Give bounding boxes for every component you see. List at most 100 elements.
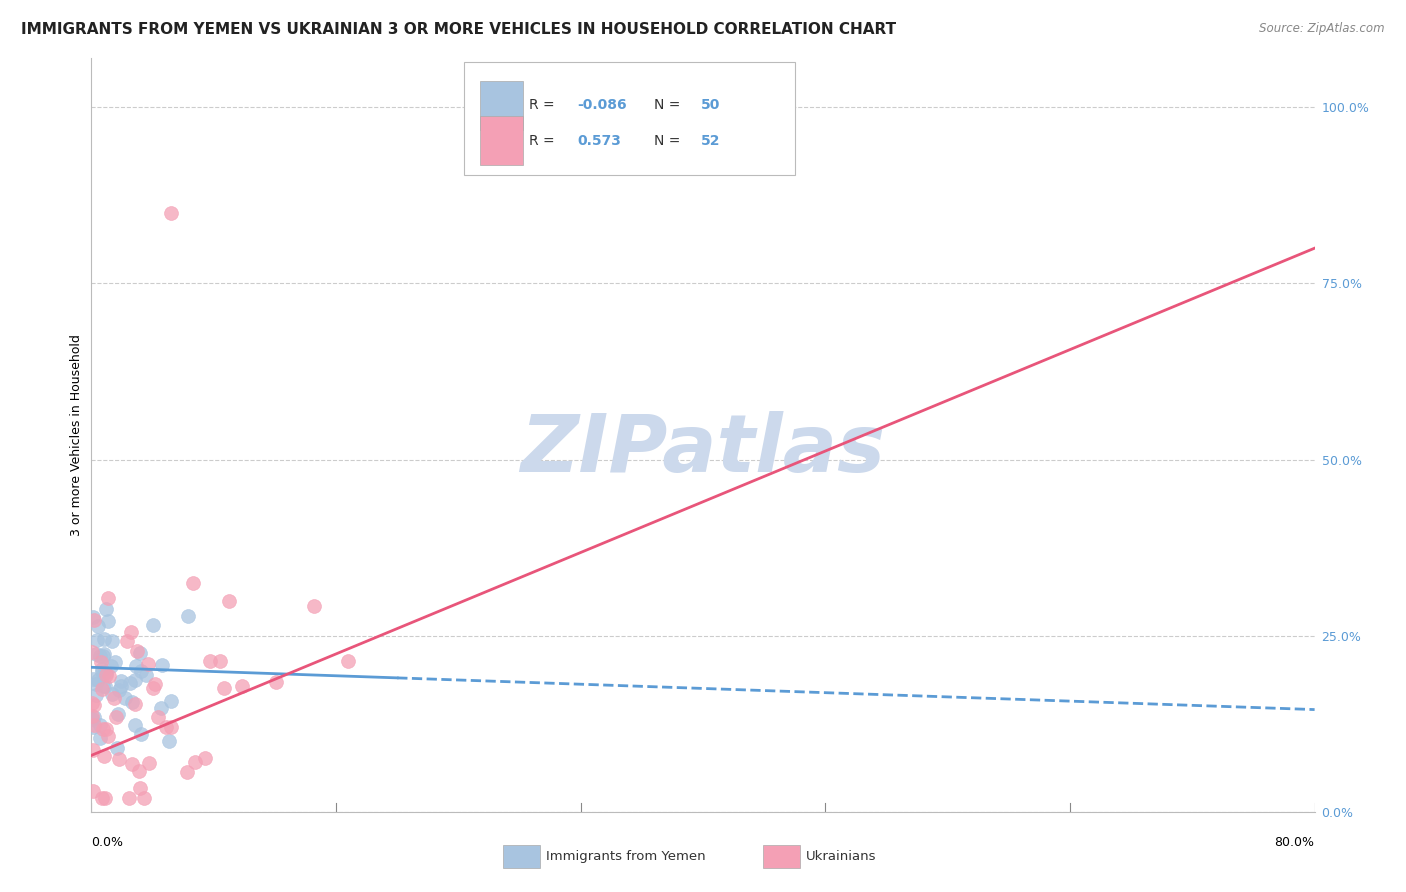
Point xyxy=(107,752,129,766)
Point xyxy=(100,658,122,673)
Point xyxy=(155,720,177,734)
Point xyxy=(94,679,117,693)
Point xyxy=(86,673,108,687)
Text: 50: 50 xyxy=(700,98,720,112)
Point xyxy=(145,677,167,691)
Point xyxy=(142,618,165,632)
Point xyxy=(104,655,127,669)
Text: N =: N = xyxy=(654,98,685,112)
Point xyxy=(121,757,143,772)
Point xyxy=(83,718,105,732)
Point xyxy=(157,734,180,748)
Point xyxy=(93,647,115,661)
Point xyxy=(124,717,146,731)
Point xyxy=(135,668,157,682)
Point xyxy=(86,632,108,647)
Point xyxy=(89,717,111,731)
Point xyxy=(91,665,114,679)
Text: IMMIGRANTS FROM YEMEN VS UKRAINIAN 3 OR MORE VEHICLES IN HOUSEHOLD CORRELATION C: IMMIGRANTS FROM YEMEN VS UKRAINIAN 3 OR … xyxy=(21,22,896,37)
Point xyxy=(150,658,173,673)
Point xyxy=(304,599,326,614)
Point xyxy=(90,682,112,697)
Point xyxy=(97,615,120,629)
Point xyxy=(129,664,152,678)
FancyBboxPatch shape xyxy=(481,80,523,129)
Point xyxy=(103,691,125,706)
Point xyxy=(105,740,128,755)
Point xyxy=(91,662,114,676)
Point xyxy=(97,591,120,606)
Point xyxy=(89,649,111,664)
Point xyxy=(98,669,121,683)
Point xyxy=(125,644,148,658)
Point xyxy=(82,645,104,659)
Text: N =: N = xyxy=(654,134,685,148)
Point xyxy=(84,647,107,661)
Point xyxy=(82,708,104,723)
Point xyxy=(114,690,136,705)
Text: Immigrants from Yemen: Immigrants from Yemen xyxy=(546,850,706,863)
Point xyxy=(132,790,155,805)
Point xyxy=(94,666,117,681)
Point xyxy=(142,681,165,695)
Point xyxy=(231,679,253,693)
Point xyxy=(138,657,160,671)
Point xyxy=(82,783,104,797)
Point xyxy=(89,731,111,745)
Point xyxy=(124,673,146,687)
Point xyxy=(93,666,115,681)
Point xyxy=(176,764,198,779)
Point xyxy=(125,659,148,673)
Point xyxy=(97,729,120,743)
Point xyxy=(101,687,124,701)
Point xyxy=(91,648,114,663)
Point xyxy=(264,674,287,689)
Point xyxy=(84,688,107,702)
Point xyxy=(91,722,114,736)
Point xyxy=(146,710,169,724)
Point xyxy=(107,706,129,721)
Point xyxy=(82,610,104,624)
Point xyxy=(82,712,104,726)
Point xyxy=(90,655,112,669)
Point xyxy=(129,780,152,795)
Point xyxy=(160,694,183,708)
Point xyxy=(214,681,236,695)
Point xyxy=(117,634,139,648)
Point xyxy=(184,755,207,769)
Point xyxy=(150,701,173,715)
Point xyxy=(83,710,105,724)
Text: Source: ZipAtlas.com: Source: ZipAtlas.com xyxy=(1260,22,1385,36)
Text: R =: R = xyxy=(529,134,560,148)
Text: 80.0%: 80.0% xyxy=(1275,837,1315,849)
Point xyxy=(96,722,118,736)
Y-axis label: 3 or more Vehicles in Household: 3 or more Vehicles in Household xyxy=(70,334,83,536)
Point xyxy=(183,575,205,590)
Point xyxy=(120,624,142,639)
Point xyxy=(93,632,115,646)
Text: R =: R = xyxy=(529,98,560,112)
Point xyxy=(83,613,105,627)
Text: Ukrainians: Ukrainians xyxy=(806,850,876,863)
Point xyxy=(177,609,200,624)
Point xyxy=(94,602,117,616)
Point xyxy=(87,618,110,632)
Point xyxy=(194,751,217,765)
Point xyxy=(82,673,104,687)
Text: 0.0%: 0.0% xyxy=(91,837,124,849)
Point xyxy=(91,790,114,805)
Point xyxy=(209,654,232,668)
Point xyxy=(129,726,152,740)
Point xyxy=(121,695,143,709)
Point xyxy=(336,654,359,668)
Point xyxy=(129,646,152,660)
Point xyxy=(110,674,132,689)
Point xyxy=(94,668,117,682)
Point xyxy=(94,790,117,805)
Point xyxy=(84,677,107,691)
Point xyxy=(128,764,150,778)
Text: 52: 52 xyxy=(700,134,720,148)
Point xyxy=(105,710,128,724)
Text: -0.086: -0.086 xyxy=(576,98,627,112)
FancyBboxPatch shape xyxy=(464,62,794,175)
